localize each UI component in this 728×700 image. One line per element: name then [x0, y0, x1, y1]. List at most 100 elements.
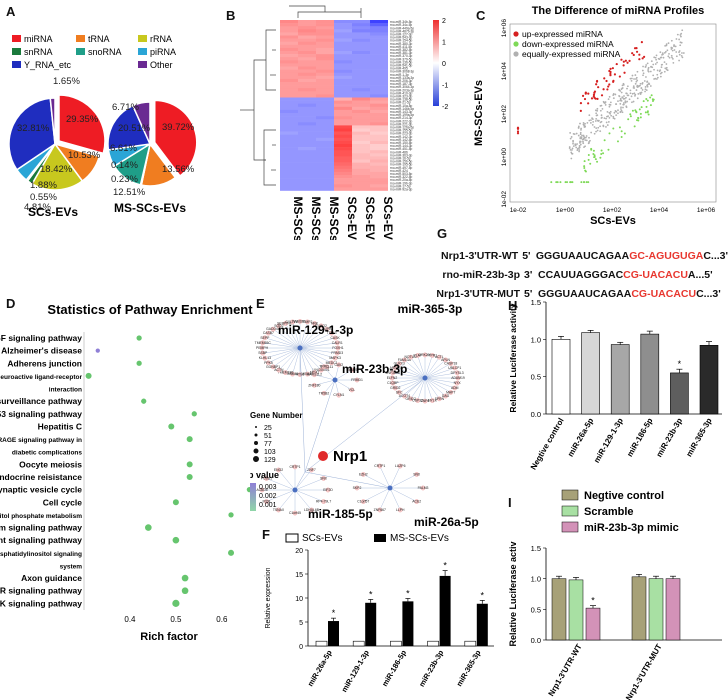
scatter-point-equal [568, 147, 571, 149]
network-edge [417, 377, 426, 401]
network-gene-node [454, 370, 460, 376]
heatmap-row-label: rno-miR-221-3p [390, 122, 413, 126]
heatmap-row-label: rno-miR-15b-5p [390, 160, 413, 164]
pathway-label: Phosphatidylinositol signaling [0, 551, 82, 558]
network-gene-node [443, 393, 448, 399]
scatter-point-equal [614, 110, 617, 113]
scatter-point-up [623, 71, 626, 74]
heatmap-cell [370, 97, 388, 101]
network-gene-label: CRTP1 [289, 465, 300, 469]
legend-swatch-piRNA [138, 48, 147, 55]
network-gene-node [290, 319, 295, 325]
scatter-point-equal [635, 80, 638, 83]
x-tick-label: 0.6 [216, 615, 228, 624]
heatmap-cell [316, 57, 334, 61]
scatter-point-equal [597, 120, 600, 122]
scatter-point-down [599, 156, 602, 159]
scatter-point-equal [622, 102, 625, 104]
heatmap-cell [298, 165, 316, 170]
network-edge [424, 357, 440, 379]
scatter-point-equal [583, 146, 585, 149]
scatter-point-equal [679, 41, 682, 44]
heatmap-cell [334, 82, 352, 86]
network-gene-label: PLAT [414, 353, 422, 357]
sequence-row: rno-miR-23b-3p 3' CCAUUAGGGAC CG-UACACU A...… [434, 265, 728, 284]
legend-marker [513, 41, 519, 47]
heatmap-cell [298, 88, 316, 92]
heatmap-cell [370, 88, 388, 92]
scatter-point-equal [593, 132, 596, 135]
scatter-point-equal [663, 70, 666, 73]
heatmap-cell [316, 116, 334, 120]
legend-label-piRNA: piRNA [150, 47, 176, 57]
heatmap-cell [298, 128, 316, 132]
heatmap-cell [334, 69, 352, 73]
scatter-point-up [608, 69, 611, 73]
heatmap-cell [352, 66, 370, 70]
heatmap-cell [334, 128, 352, 132]
scatter-point-equal [665, 68, 668, 71]
pvalue-tick: 0.002 [259, 493, 277, 500]
scatter-point-down [637, 119, 640, 122]
sequence-seed-highlight: CG-UACACU [623, 268, 688, 281]
network-edge [294, 471, 306, 491]
heatmap-cell [280, 113, 298, 117]
sequence-label: rno-miR-23b-3p [442, 268, 520, 281]
scatter-point-equal [594, 120, 597, 122]
pie-slice-miRNA [153, 99, 198, 178]
heatmap-cell [316, 134, 334, 139]
scatter-point-equal [578, 144, 581, 147]
network-gene-node [309, 467, 314, 473]
scatter-point-up [603, 77, 606, 80]
scatter-point-up [608, 83, 611, 86]
network-gene-label: DAG [442, 394, 450, 398]
network-gene-label: CASP18 [444, 362, 457, 366]
network-gene-node [312, 321, 317, 326]
significance-mark: * [678, 359, 682, 369]
legend-swatch-snRNA [12, 48, 21, 55]
x-tick-label: miR-26a-5p [306, 648, 334, 688]
network-edge [278, 469, 296, 491]
network-gene-label: TIMP2 [302, 320, 312, 324]
bar-ms-scs-evs [402, 601, 414, 646]
heatmap-cell [370, 119, 388, 123]
heatmap-cell [316, 162, 334, 166]
legend-swatch-miRNA [12, 35, 21, 42]
scatter-point-equal [641, 89, 644, 91]
pathway-label: Inositol phosphate metabolism [0, 513, 82, 520]
heatmap-cell [280, 116, 298, 120]
pie-value-label: 10.53% [68, 150, 101, 161]
bar-scs-evs [427, 640, 439, 647]
scatter-point-down [647, 113, 650, 116]
scatter-point-down [646, 110, 649, 113]
scatter-point-equal [569, 148, 572, 151]
network-edge [262, 342, 301, 349]
heatmap-cell [334, 103, 352, 108]
scatter-point-equal [670, 39, 673, 42]
network-gene-node [354, 377, 360, 383]
heatmap-cell [280, 94, 298, 98]
heatmap-cell [352, 153, 370, 157]
heatmap-cell [370, 91, 388, 95]
scatter-point-equal [650, 66, 652, 68]
network-gene-node [335, 345, 341, 351]
scatter-point-equal [578, 150, 581, 153]
network-edge [299, 347, 306, 473]
heatmap-cell [316, 78, 334, 83]
network-gene-label: GADD4B [266, 327, 281, 331]
panel-label-e: E [256, 296, 265, 311]
network-gene-label: EZH2 [359, 472, 368, 476]
scatter-point-equal [619, 110, 622, 113]
network-gene-node [389, 375, 395, 381]
heatmap-cell [280, 88, 298, 92]
heatmap-cell [298, 134, 316, 139]
scatter-point-equal [577, 127, 580, 129]
heatmap-cell [298, 35, 316, 39]
scatter-point-equal [584, 139, 587, 141]
pathway-label: p53 signaling pathway [0, 409, 82, 419]
scatter-point-equal [632, 100, 635, 103]
heatmap-cell [280, 78, 298, 83]
heatmap-cell [352, 162, 370, 166]
scatter-point-up [516, 127, 520, 130]
heatmap-cell [298, 184, 316, 188]
